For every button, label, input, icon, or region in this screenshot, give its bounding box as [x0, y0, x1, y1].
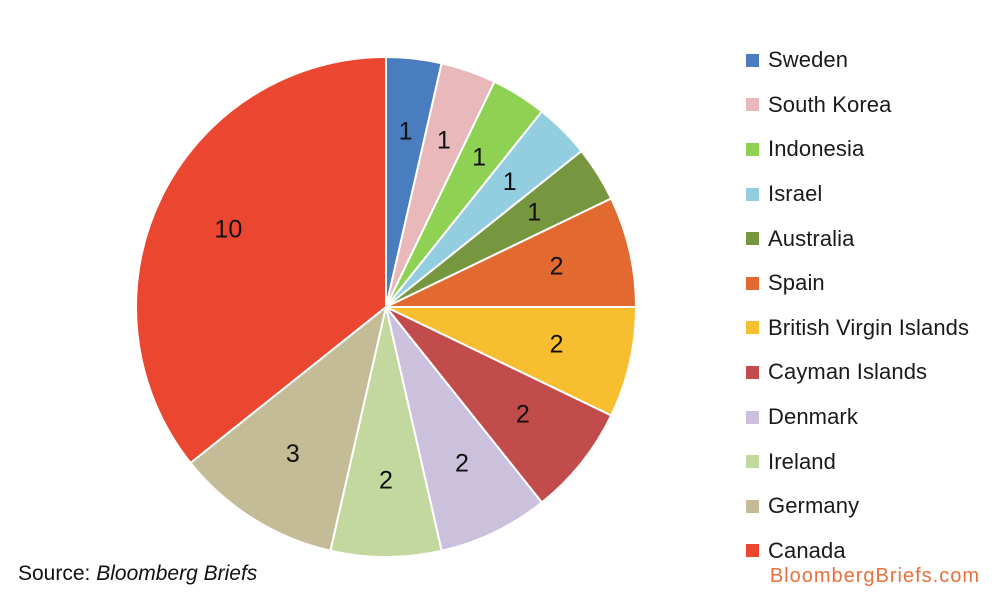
source-note: Source: Bloomberg Briefs [18, 562, 257, 586]
pie-slice-ireland [329, 306, 443, 558]
legend-swatch [746, 53, 759, 67]
pie-slice-denmark [385, 306, 543, 552]
legend-swatch [746, 187, 759, 201]
legend-swatch [746, 499, 759, 513]
legend-item-british-virgin-islands: British Virgin Islands [746, 306, 992, 351]
legend-label: South Korea [768, 91, 892, 117]
data-label-australia: 1 [527, 198, 541, 226]
legend-label: Cayman Islands [768, 359, 928, 385]
source-name: Bloomberg Briefs [96, 562, 258, 585]
legend-item-indonesia: Indonesia [746, 127, 992, 172]
legend-label: Germany [768, 493, 860, 519]
data-label-denmark: 2 [455, 449, 469, 477]
legend-swatch [746, 142, 759, 156]
legend-label: Spain [768, 270, 825, 296]
legend-label: Sweden [768, 47, 849, 73]
pie-slice-canada [135, 56, 387, 464]
pie-slice-british-virgin-islands [385, 306, 637, 417]
data-label-canada: 10 [214, 216, 242, 244]
legend-label: British Virgin Islands [768, 314, 970, 340]
legend-item-israel: Israel [746, 172, 992, 217]
data-label-british-virgin-islands: 2 [550, 331, 564, 359]
brand-logo-text: BloombergBriefs.com [769, 565, 980, 587]
legend-swatch [746, 544, 759, 558]
legend-label: Israel [768, 181, 823, 207]
source-prefix: Source: [18, 562, 97, 585]
data-label-spain: 2 [550, 253, 564, 281]
pie-slice-cayman-islands [385, 306, 613, 504]
legend-item-spain: Spain [746, 261, 992, 306]
data-label-ireland: 2 [379, 467, 393, 495]
legend-swatch [746, 365, 759, 379]
legend-item-ireland: Ireland [746, 439, 992, 484]
legend-label: Australia [768, 225, 855, 251]
legend-swatch [746, 232, 759, 246]
legend-swatch [746, 276, 759, 290]
legend-item-south-korea: South Korea [746, 83, 992, 128]
data-label-cayman-islands: 2 [516, 401, 530, 429]
legend-item-germany: Germany [746, 484, 992, 529]
legend-label: Ireland [768, 448, 836, 474]
data-label-sweden: 1 [399, 118, 413, 146]
pie-slice-germany [189, 306, 387, 552]
legend-swatch [746, 98, 759, 112]
legend-swatch [746, 455, 759, 469]
legend: Sweden South Korea Indonesia Israel Australi… [746, 38, 992, 573]
pie-slice-spain [385, 197, 637, 308]
legend-label: Indonesia [768, 136, 865, 162]
legend-label: Canada [768, 537, 846, 563]
pie-slices [135, 56, 637, 558]
data-label-indonesia: 1 [472, 143, 486, 171]
legend-item-denmark: Denmark [746, 395, 992, 440]
legend-item-australia: Australia [746, 216, 992, 261]
legend-swatch [746, 410, 759, 424]
legend-item-cayman-islands: Cayman Islands [746, 350, 992, 395]
legend-label: Denmark [768, 404, 858, 430]
legend-item-canada: Canada [746, 529, 992, 574]
data-label-germany: 3 [286, 440, 300, 468]
data-label-south-korea: 1 [437, 126, 451, 154]
legend-swatch [746, 321, 759, 335]
data-label-israel: 1 [503, 168, 517, 196]
legend-item-sweden: Sweden [746, 38, 992, 83]
